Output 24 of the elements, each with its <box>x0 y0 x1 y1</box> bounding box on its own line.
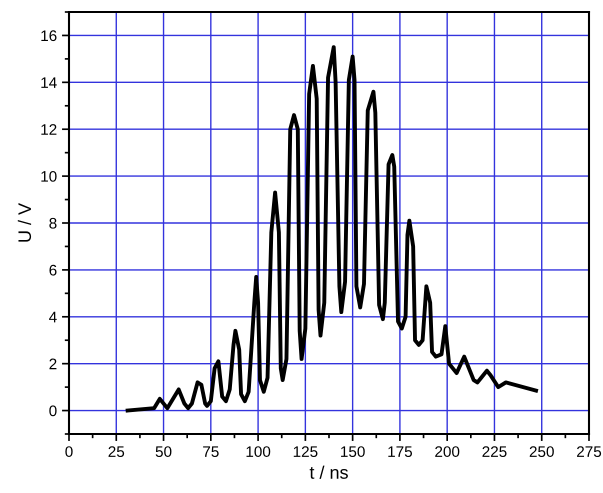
y-tick-label: 10 <box>41 170 57 182</box>
y-tick-label: 4 <box>49 312 57 322</box>
x-axis-title: t / ns <box>310 466 348 479</box>
y-tick-label: 8 <box>49 218 57 229</box>
x-tick-label: 125 <box>294 446 318 458</box>
x-tick-label: 250 <box>530 446 554 458</box>
y-tick-label: 6 <box>49 264 57 276</box>
x-tick-label: 25 <box>108 446 124 458</box>
line-series <box>126 45 538 412</box>
x-tick-label: 100 <box>246 446 270 458</box>
x-tick-label: 50 <box>156 446 172 458</box>
y-tick-label: 14 <box>41 77 57 88</box>
x-tick-label: 0 <box>65 446 73 458</box>
x-tick-label: 275 <box>577 446 602 458</box>
y-tick-label: 16 <box>41 30 57 42</box>
x-tick-label: 200 <box>435 446 460 458</box>
y-tick-label: 2 <box>49 358 56 370</box>
y-tick-label: 12 <box>41 124 56 135</box>
x-tick-label: 150 <box>341 446 365 458</box>
y-tick-label: 0 <box>49 405 57 416</box>
x-tick-label: 75 <box>203 446 219 458</box>
y-axis-title: U / V <box>18 203 32 242</box>
x-tick-label: 225 <box>482 446 507 458</box>
x-tick-label: 175 <box>388 446 412 458</box>
